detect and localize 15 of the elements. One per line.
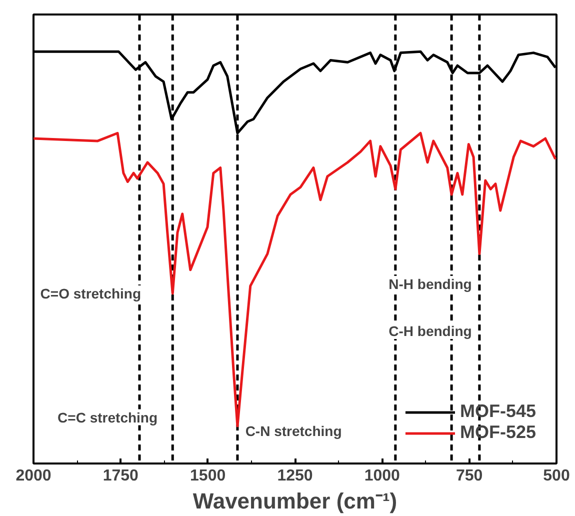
legend-label: MOF-545 [460, 401, 536, 422]
x-tick-label: 1750 [102, 468, 139, 484]
x-tick-label: 1000 [364, 468, 400, 484]
annotation: N-H bending [388, 276, 472, 292]
annotation: C-N stretching [245, 423, 342, 440]
x-tick-label: 500 [543, 468, 570, 484]
x-tick-label: 750 [456, 468, 483, 484]
x-axis-title: Wavenumber (cm⁻¹) [192, 488, 398, 514]
legend-label: MOF-525 [460, 422, 536, 443]
annotation: C-H bending [388, 323, 472, 340]
x-tick-label: 1500 [190, 468, 226, 484]
annotation: C=O stretching [40, 285, 142, 302]
x-tick-label: 2000 [16, 468, 52, 484]
annotation: C=C stretching [58, 409, 158, 426]
x-tick-label: 1250 [277, 468, 313, 484]
